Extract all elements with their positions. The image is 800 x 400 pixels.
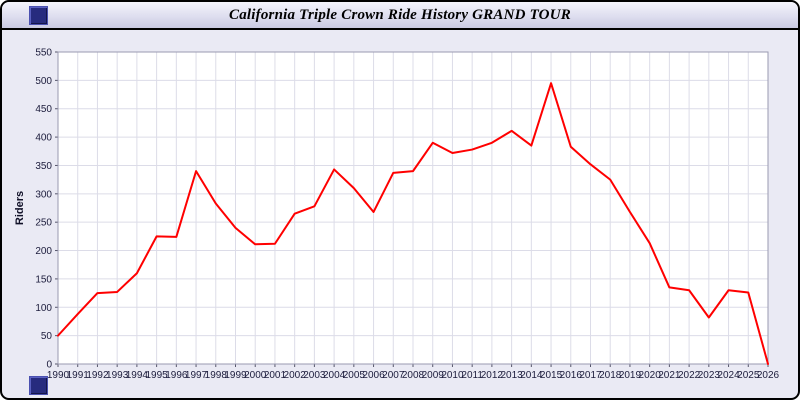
x-tick-label: 1998 — [205, 370, 228, 381]
x-tick-label: 2023 — [698, 370, 721, 381]
y-tick-label: 250 — [35, 218, 52, 229]
x-tick-label: 1991 — [67, 370, 90, 381]
x-tick-label: 2018 — [599, 370, 622, 381]
corner-marker-bottom-icon — [29, 376, 48, 395]
x-tick-label: 1995 — [145, 370, 168, 381]
x-tick-label: 1992 — [86, 370, 109, 381]
y-tick-label: 100 — [35, 303, 52, 314]
chart-panel: 1990 1991 1992 1993 1994 1995 1996 1997 1998 1999… — [2, 30, 798, 398]
x-tick-label: 2006 — [362, 370, 385, 381]
series-line-riders — [57, 82, 769, 365]
x-tick-label: 2013 — [500, 370, 523, 381]
x-tick-label: 2010 — [441, 370, 464, 381]
x-tick-label: 1993 — [106, 370, 129, 381]
y-tick-label: 550 — [35, 48, 52, 59]
x-tick-label: 2016 — [560, 370, 583, 381]
x-tick-label: 1997 — [185, 370, 208, 381]
title-bar: California Triple Crown Ride History GRA… — [2, 2, 798, 30]
y-tick-label: 500 — [35, 76, 52, 87]
y-tick-label: 200 — [35, 246, 52, 257]
y-tick-label: 350 — [35, 161, 52, 172]
x-tick-label: 2026 — [757, 370, 780, 381]
x-tick-label: 2011 — [461, 370, 483, 381]
x-tick-label: 2003 — [303, 370, 326, 381]
x-tick-label: 2022 — [678, 370, 701, 381]
y-tick-label: 400 — [35, 133, 52, 144]
x-tick-label: 2002 — [284, 370, 307, 381]
x-tick-label: 2005 — [343, 370, 366, 381]
x-tick-label: 2008 — [402, 370, 425, 381]
x-tick-label: 2007 — [382, 370, 405, 381]
ride-history-line-chart: 1990199119921993199419951996199719981999… — [14, 48, 780, 382]
x-tick-label: 1999 — [224, 370, 247, 381]
x-tick-label: 2001 — [264, 370, 287, 381]
y-tick-label: 0 — [46, 360, 52, 371]
x-tick-label: 2000 — [244, 370, 267, 381]
x-tick-label: 2015 — [540, 370, 563, 381]
x-tick-label: 2019 — [619, 370, 642, 381]
y-tick-label: 300 — [35, 189, 52, 200]
x-tick-label: 1994 — [126, 370, 149, 381]
x-tick-label: 2009 — [422, 370, 445, 381]
y-tick-label: 50 — [41, 331, 53, 342]
x-tick-label: 2017 — [579, 370, 602, 381]
x-tick-label: 2020 — [639, 370, 662, 381]
x-tick-label: 1990 — [47, 370, 70, 381]
x-tick-label: 2012 — [481, 370, 504, 381]
x-tick-label: 2014 — [520, 370, 543, 381]
plot-border — [57, 51, 769, 365]
x-tick-label: 2025 — [737, 370, 760, 381]
y-tick-label: 450 — [35, 104, 52, 115]
x-tick-label: 2021 — [658, 370, 681, 381]
x-tick-label: 2004 — [323, 370, 346, 381]
corner-marker-top-icon — [29, 6, 48, 25]
x-tick-label: 2024 — [717, 370, 740, 381]
y-tick-label: 150 — [35, 274, 52, 285]
window-title: California Triple Crown Ride History GRA… — [229, 6, 571, 23]
y-axis-label: Riders — [14, 191, 26, 225]
x-tick-label: 1996 — [165, 370, 188, 381]
